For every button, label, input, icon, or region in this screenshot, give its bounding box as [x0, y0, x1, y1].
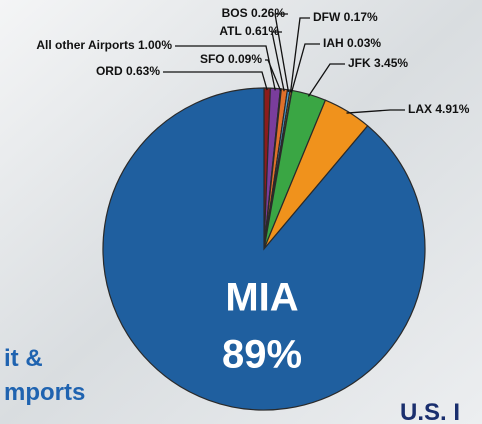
- leader-line: [163, 71, 268, 91]
- leader-line: [289, 17, 310, 93]
- leader-line: [307, 63, 345, 97]
- data-label: BOS 0.26%: [222, 6, 286, 20]
- data-label: LAX 4.91%: [408, 102, 470, 116]
- background-text: mports: [4, 379, 85, 406]
- background-text: it &: [4, 345, 43, 372]
- leader-line: [346, 109, 405, 114]
- category-label: DFW: [313, 10, 341, 24]
- data-label: JFK 3.45%: [348, 56, 408, 70]
- value-label: 0.26%: [251, 6, 285, 20]
- data-label: SFO 0.09%: [200, 52, 262, 66]
- leader-line: [290, 43, 320, 93]
- data-label: 89%: [222, 333, 302, 377]
- leader-line: [265, 59, 282, 92]
- category-label: JFK: [348, 56, 371, 70]
- leader-line: [274, 13, 290, 93]
- value-label: 3.45%: [374, 56, 408, 70]
- data-label: DFW 0.17%: [313, 10, 378, 24]
- leader-line: [175, 45, 276, 91]
- value-label: 1.00%: [138, 38, 172, 52]
- value-label: 4.91%: [435, 102, 469, 116]
- value-label: 0.03%: [347, 36, 381, 50]
- data-label: IAH 0.03%: [323, 36, 381, 50]
- data-label: ORD 0.63%: [96, 64, 160, 78]
- category-label: SFO: [200, 52, 225, 66]
- category-label: BOS: [222, 6, 248, 20]
- value-label: 0.17%: [344, 10, 378, 24]
- value-label: 0.63%: [126, 64, 160, 78]
- data-label: ATL 0.61%: [219, 24, 279, 38]
- category-label: ATL: [219, 24, 241, 38]
- category-label: IAH: [323, 36, 344, 50]
- category-label: All other Airports: [36, 38, 135, 52]
- value-label: 0.61%: [245, 24, 279, 38]
- category-label: LAX: [408, 102, 432, 116]
- category-label: ORD: [96, 64, 123, 78]
- pie-slice: [102, 87, 426, 411]
- data-label: MIA: [225, 276, 298, 320]
- data-label: All other Airports 1.00%: [36, 38, 172, 52]
- value-label: 0.09%: [228, 52, 262, 66]
- background-text: U.S. I: [400, 399, 460, 424]
